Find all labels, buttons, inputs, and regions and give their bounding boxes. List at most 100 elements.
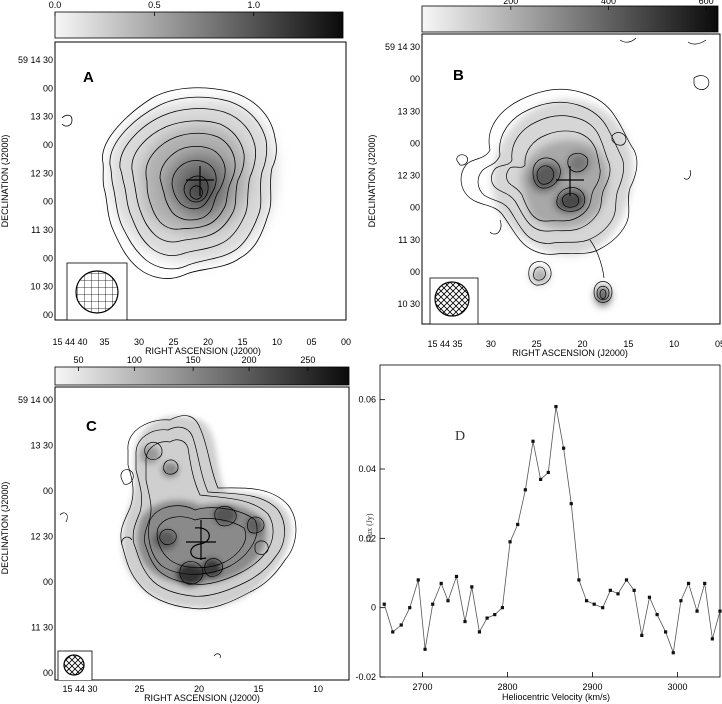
x-tick-label: 20 xyxy=(577,339,587,349)
x-tick-label: 3000 xyxy=(667,682,687,692)
x-tick-label: 00 xyxy=(341,337,351,347)
panel-c-colorbar xyxy=(54,366,350,386)
y-tick-label: 00 xyxy=(43,83,53,93)
y-tick-label: 00 xyxy=(43,668,53,678)
colorbar-tick-label: 0.0 xyxy=(49,0,62,10)
y-tick-label: -0.02 xyxy=(355,672,376,682)
panel-d-frame xyxy=(379,364,721,678)
y-tick-label: 11 30 xyxy=(31,623,53,633)
y-tick-label: 12 30 xyxy=(30,168,53,178)
panel-c-xlabel: RIGHT ASCENSION (J2000) xyxy=(144,693,260,703)
y-tick-label: 00 xyxy=(410,267,420,277)
x-tick-label: 15 xyxy=(623,339,633,349)
panel-b-ylabel: DECLINATION (J2000) xyxy=(367,135,377,228)
colorbar-tick-label: 150 xyxy=(186,355,201,365)
x-tick-label: 30 xyxy=(134,337,144,347)
spectrum-point xyxy=(485,616,489,620)
y-tick-label: 00 xyxy=(43,577,53,587)
panel-b-beam xyxy=(434,281,470,317)
panel-a-label: A xyxy=(83,69,94,86)
y-tick-label: 59 14 00 xyxy=(18,395,53,405)
spectrum-point xyxy=(477,630,482,634)
panel-a-colorbar xyxy=(54,11,344,39)
spectrum-point xyxy=(516,522,520,527)
x-tick-label: 25 xyxy=(168,337,178,347)
x-tick-label: 15 44 30 xyxy=(62,684,97,694)
panel-a-x-ticks: 15 44 40 35 30 25 20 15 10 05 00 xyxy=(52,337,351,347)
spectrum-point xyxy=(624,578,629,582)
x-tick-label: 30 xyxy=(486,339,496,349)
colorbar-tick-label: 100 xyxy=(127,355,142,365)
spectrum-point xyxy=(718,609,722,613)
x-tick-label: 25 xyxy=(532,339,542,349)
y-tick-label: 11 30 xyxy=(31,225,53,235)
x-tick-label: 20 xyxy=(194,684,204,694)
spectrum-point xyxy=(382,602,386,606)
y-tick-label: 13 30 xyxy=(30,441,53,451)
panel-a-beam xyxy=(75,270,119,314)
panel-b-y-ticks: 59 14 30 00 13 30 00 12 30 00 11 30 00 10 30 xyxy=(385,42,420,309)
panel-d-spectrum xyxy=(382,405,722,655)
spectrum-point xyxy=(695,609,699,613)
spectrum-point xyxy=(470,585,474,589)
y-tick-label: 0.06 xyxy=(358,395,376,405)
x-tick-label: 05 xyxy=(306,337,316,347)
spectrum-point xyxy=(446,599,450,603)
panel-b-x-ticks: 15 44 35 30 25 20 15 10 05 xyxy=(427,339,722,349)
x-tick-label: 35 xyxy=(99,337,109,347)
x-tick-label: 10 xyxy=(669,339,679,349)
y-tick-label: 59 14 30 xyxy=(385,42,420,52)
colorbar-tick-label: 400 xyxy=(601,0,616,6)
colorbar-tick-label: 600 xyxy=(699,0,714,6)
spectrum-point xyxy=(554,405,558,409)
spectrum-point xyxy=(592,602,596,606)
y-tick-label: 59 14 30 xyxy=(18,55,53,65)
x-tick-label: 15 xyxy=(237,337,247,347)
panel-c-ylabel: DECLINATION (J2000) xyxy=(0,482,10,575)
spectrum-point xyxy=(577,578,581,582)
spectrum-point xyxy=(608,588,612,592)
panel-c-image xyxy=(57,415,297,680)
panel-a-ylabel: DECLINATION (J2000) xyxy=(0,135,10,228)
panel-b-colorbar xyxy=(421,5,719,33)
spectrum-point xyxy=(416,578,420,582)
x-tick-label: 05 xyxy=(715,339,722,349)
panel-c: 50 100 150 200 250 xyxy=(0,355,350,703)
spectrum-point xyxy=(710,637,714,641)
panel-a-xlabel: RIGHT ASCENSION (J2000) xyxy=(145,346,261,356)
y-tick-label: 10 30 xyxy=(30,282,53,292)
spectrum-point xyxy=(655,613,659,617)
spectrum-point xyxy=(463,619,467,624)
spectrum-line xyxy=(383,406,721,653)
x-tick-label: 2700 xyxy=(412,682,432,692)
colorbar-tick-label: 200 xyxy=(503,0,518,6)
spectrum-point xyxy=(584,599,589,603)
y-tick-label: 0 xyxy=(371,603,376,613)
spectrum-point xyxy=(632,588,636,592)
spectrum-point xyxy=(391,630,395,634)
panel-b-label: B xyxy=(453,67,464,84)
y-tick-label: 00 xyxy=(410,203,420,213)
y-tick-label: 0.04 xyxy=(358,464,376,474)
panel-a-colorbar-ticks: 0.0 0.5 1.0 xyxy=(49,0,260,16)
panel-c-y-ticks: 59 14 00 13 30 00 12 30 00 11 30 00 xyxy=(18,395,53,678)
spectrum-point xyxy=(439,581,443,585)
y-tick-label: 00 xyxy=(43,486,53,496)
panel-d-x-ticks: 2700 2800 2900 3000 xyxy=(412,672,688,692)
spectrum-point xyxy=(569,502,573,506)
spectrum-point xyxy=(686,581,691,585)
spectrum-point xyxy=(531,439,535,443)
spectrum-point xyxy=(500,606,504,610)
y-tick-label: 13 30 xyxy=(397,106,420,116)
panel-d-xlabel: Heliocentric Velocity (km/s) xyxy=(502,692,610,702)
colorbar-tick-label: 50 xyxy=(74,355,84,365)
y-tick-label: 10 30 xyxy=(397,299,420,309)
spectrum-point xyxy=(546,470,550,475)
x-tick-label: 15 xyxy=(253,684,263,694)
panel-d-ylabel: Flux (Jy) xyxy=(365,513,374,542)
spectrum-point xyxy=(616,592,620,596)
panel-d: 2700 2800 2900 3000 -0.02 0 0.02 0.04 0.06 D He… xyxy=(355,364,722,702)
spectrum-point xyxy=(601,606,605,610)
y-tick-label: 00 xyxy=(410,74,420,84)
panel-c-x-ticks: 15 44 30 25 20 15 10 xyxy=(62,684,323,694)
